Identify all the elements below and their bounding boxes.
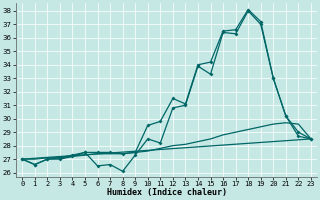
X-axis label: Humidex (Indice chaleur): Humidex (Indice chaleur) xyxy=(107,188,227,197)
